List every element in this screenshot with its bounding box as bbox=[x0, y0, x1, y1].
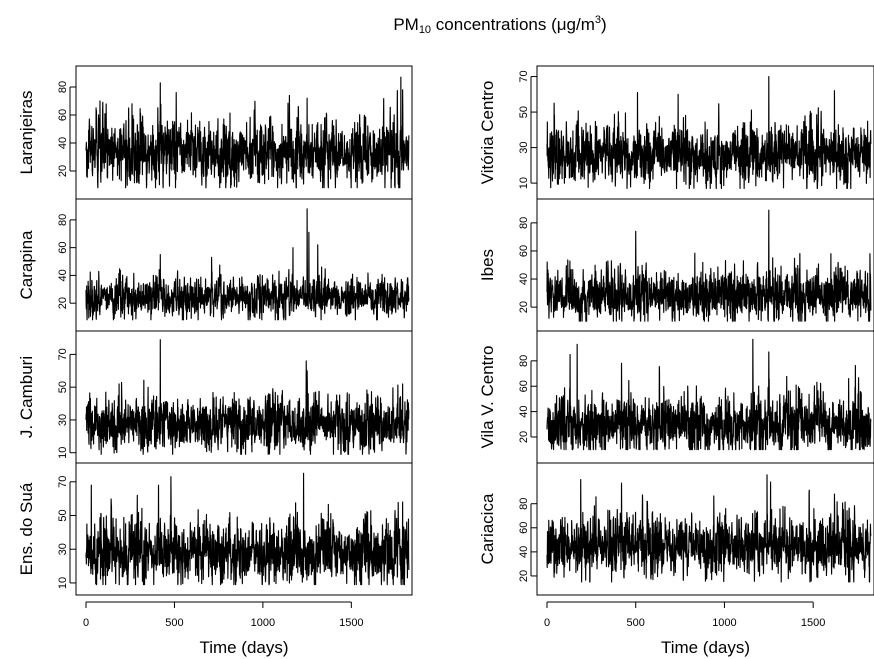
panel-ibes: 20 40 60 80 Ibes bbox=[478, 198, 874, 332]
x-tick-label: 0 bbox=[544, 617, 550, 629]
y-tick-label: 20 bbox=[518, 301, 530, 313]
x-tick-label: 1000 bbox=[712, 617, 736, 629]
x-axis-left: 0 500 1000 1500 Time (days) bbox=[83, 601, 364, 657]
panel-laranjeiras: 20 40 60 80 Laranjeiras bbox=[17, 65, 413, 200]
y-tick-label: 80 bbox=[518, 355, 530, 367]
y-tick-label: 50 bbox=[57, 381, 69, 393]
y-tick-label: 80 bbox=[57, 81, 69, 93]
y-tick-label: 30 bbox=[57, 543, 69, 555]
series-line-vila-v-centro bbox=[546, 338, 872, 451]
y-tick-label: 70 bbox=[518, 70, 530, 82]
y-tick-label: 70 bbox=[57, 348, 69, 360]
x-tick-label: 500 bbox=[165, 617, 183, 629]
panel-vit-ria-centro: 10 30 50 70 Vitória Centro bbox=[478, 65, 874, 200]
panel-label: Ens. do Suá bbox=[17, 482, 36, 575]
panel-label: Laranjeiras bbox=[17, 90, 36, 174]
x-tick-label: 1500 bbox=[801, 617, 825, 629]
y-tick-label: 30 bbox=[518, 141, 530, 153]
title-subscript: 10 bbox=[418, 24, 432, 36]
x-tick-label: 1000 bbox=[251, 617, 275, 629]
y-tick-label: 50 bbox=[57, 509, 69, 521]
title-superscript: 3 bbox=[594, 14, 601, 26]
panel-frame bbox=[536, 462, 874, 596]
series-line-vit-ria-centro bbox=[546, 75, 872, 190]
panel-carapina: 20 40 60 80 Carapina bbox=[17, 198, 413, 332]
panel-label: Vitória Centro bbox=[478, 81, 497, 185]
y-tick-label: 20 bbox=[518, 431, 530, 443]
x-tick-label: 1500 bbox=[339, 617, 363, 629]
title-rest: concentrations (μg/m bbox=[431, 15, 595, 34]
y-tick-label: 20 bbox=[57, 297, 69, 309]
series-line-j-camburi bbox=[85, 339, 410, 455]
y-tick-label: 10 bbox=[57, 447, 69, 459]
panel-label: Carapina bbox=[17, 230, 36, 300]
series-line-carapina bbox=[85, 208, 410, 321]
x-axis-title: Time (days) bbox=[199, 638, 288, 657]
series-line-cariacica bbox=[546, 474, 872, 583]
x-axis-right: 0 500 1000 1500 Time (days) bbox=[544, 601, 825, 657]
panel-label: Vila V. Centro bbox=[478, 345, 497, 448]
y-tick-label: 60 bbox=[518, 380, 530, 392]
series-line-ens-do-su- bbox=[85, 472, 410, 586]
y-tick-label: 10 bbox=[518, 177, 530, 189]
y-tick-label: 60 bbox=[57, 242, 69, 254]
y-tick-label: 60 bbox=[518, 522, 530, 534]
y-tick-label: 60 bbox=[57, 109, 69, 121]
panel-label: Ibes bbox=[478, 249, 497, 281]
y-tick-label: 70 bbox=[57, 476, 69, 488]
x-tick-label: 500 bbox=[627, 617, 645, 629]
y-tick-label: 40 bbox=[518, 546, 530, 558]
panel-ens-do-su-: 10 30 50 70 Ens. do Suá bbox=[17, 462, 413, 596]
y-tick-label: 40 bbox=[57, 137, 69, 149]
panel-label: J. Camburi bbox=[17, 356, 36, 438]
y-tick-label: 40 bbox=[518, 273, 530, 285]
panel-vila-v-centro: 20 40 60 80 Vila V. Centro bbox=[478, 330, 874, 464]
x-tick-label: 0 bbox=[83, 617, 89, 629]
panel-frame bbox=[75, 462, 413, 596]
y-tick-label: 10 bbox=[57, 577, 69, 589]
title-close: ) bbox=[601, 15, 607, 34]
panel-label: Cariacica bbox=[478, 493, 497, 564]
y-tick-label: 80 bbox=[57, 214, 69, 226]
y-tick-label: 40 bbox=[57, 269, 69, 281]
y-tick-label: 20 bbox=[518, 570, 530, 582]
y-tick-label: 80 bbox=[518, 217, 530, 229]
y-tick-label: 20 bbox=[57, 165, 69, 177]
x-axis-title: Time (days) bbox=[661, 638, 750, 657]
y-tick-label: 80 bbox=[518, 498, 530, 510]
y-tick-label: 60 bbox=[518, 245, 530, 257]
y-tick-label: 30 bbox=[57, 414, 69, 426]
y-tick-label: 50 bbox=[518, 106, 530, 118]
panel-frame bbox=[75, 198, 413, 332]
series-line-laranjeiras bbox=[85, 76, 410, 189]
panel-j-camburi: 10 30 50 70 J. Camburi bbox=[17, 330, 413, 464]
panel-cariacica: 20 40 60 80 Cariacica bbox=[478, 462, 874, 596]
y-tick-label: 40 bbox=[518, 405, 530, 417]
title-main: PM bbox=[393, 15, 419, 34]
figure-title: PM10 concentrations (μg/m3) bbox=[0, 14, 874, 36]
series-line-ibes bbox=[546, 209, 872, 322]
